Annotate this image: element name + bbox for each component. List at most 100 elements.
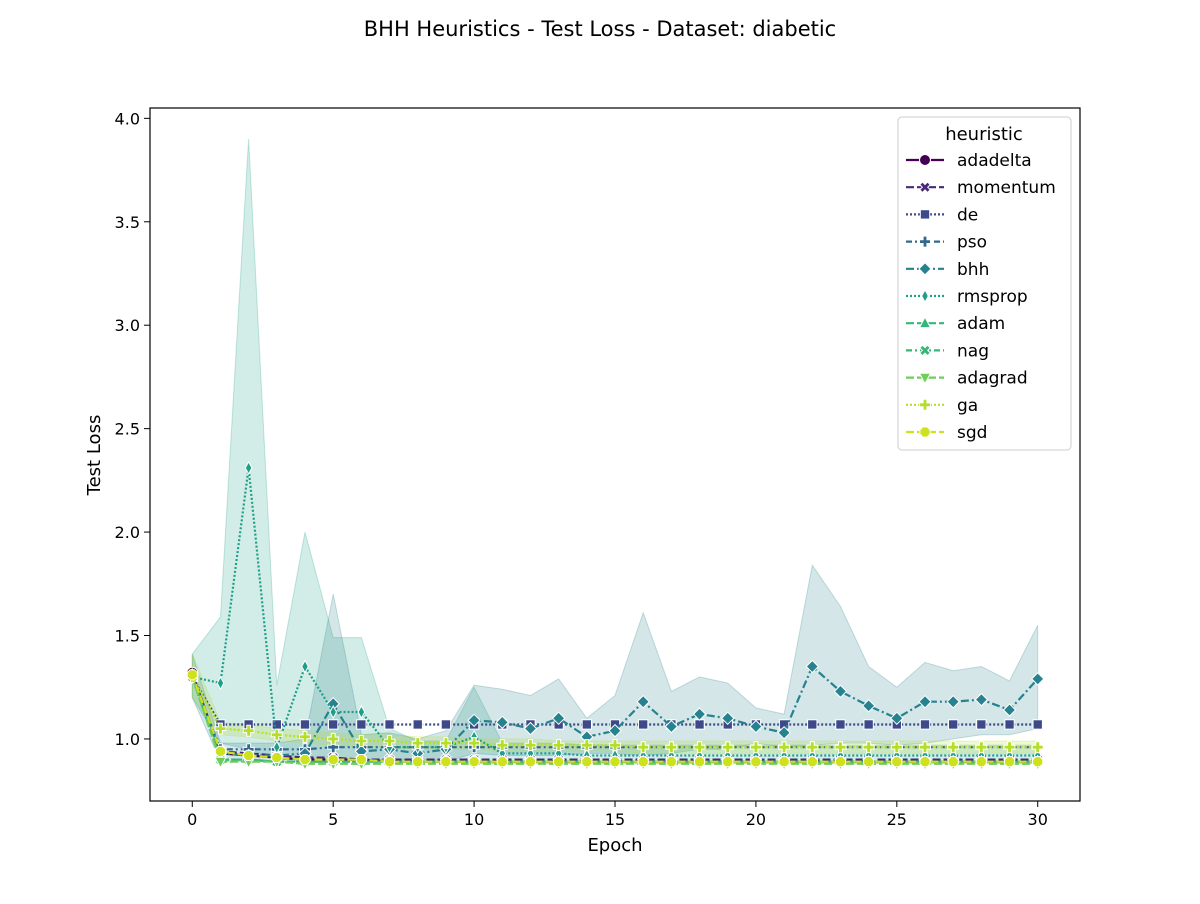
legend-label-adagrad: adagrad [957, 369, 1028, 389]
x-tick-label: 30 [1028, 810, 1048, 829]
legend-item-momentum: momentum [906, 178, 1056, 198]
data-point-de [835, 719, 846, 730]
legend-marker-momentum [919, 181, 931, 194]
data-point-ga [665, 741, 678, 754]
data-point-de [1032, 719, 1043, 730]
legend-marker-nag [919, 344, 931, 357]
data-point-sgd [524, 756, 536, 768]
data-point-sgd [694, 756, 706, 768]
legend-label-ga: ga [957, 396, 978, 416]
data-point-ga [693, 741, 706, 754]
series-sgd [186, 669, 1044, 768]
data-point-ga [468, 737, 481, 750]
data-point-ga [524, 739, 537, 752]
data-point-sgd [947, 756, 959, 768]
legend-marker-momentum-shape [919, 181, 931, 194]
y-axis-ticks: 1.0 1.5 2.0 2.5 3.0 3.5 4.0 [115, 109, 150, 749]
data-point-sgd [891, 756, 903, 768]
data-point-bhh [664, 719, 679, 734]
data-point-bhh [551, 711, 566, 726]
data-point-ga [1031, 741, 1044, 754]
data-point-sgd [496, 756, 508, 768]
legend-marker-adadelta [919, 154, 931, 166]
legend-marker-pso [919, 235, 931, 248]
series-lines [185, 460, 1045, 771]
data-point-bhh [918, 694, 932, 709]
data-point-de [694, 719, 705, 730]
legend-item-sgd: sgd [906, 423, 987, 443]
data-point-ga [721, 741, 734, 754]
data-point-sgd [271, 752, 283, 764]
data-point-ga [749, 741, 762, 754]
legend-label-rmsprop: rmsprop [957, 287, 1028, 307]
legend-items: adadelta momentum de pso bhh rmsprop adam nag ad… [906, 151, 1056, 443]
x-axis-label: Epoch [587, 835, 642, 856]
legend-item-nag: nag [906, 341, 989, 361]
data-point-bhh [777, 725, 791, 740]
data-point-ga [637, 741, 650, 754]
legend-label-bhh: bhh [957, 260, 989, 280]
data-point-sgd [355, 754, 367, 766]
data-point-de [1004, 719, 1015, 730]
legend-title: heuristic [945, 124, 1023, 145]
data-point-ga [834, 741, 847, 754]
data-point-de [807, 719, 818, 730]
data-point-sgd [440, 756, 452, 768]
data-point-sgd [722, 756, 734, 768]
data-point-de [412, 719, 423, 730]
x-tick-label: 5 [328, 810, 338, 829]
data-point-bhh [833, 684, 848, 699]
x-tick-label: 20 [746, 810, 766, 829]
data-point-ga [1003, 741, 1016, 754]
data-point-pso [327, 741, 340, 754]
legend-item-ga: ga [906, 396, 978, 416]
data-point-bhh [805, 659, 820, 674]
legend-label-sgd: sgd [957, 423, 987, 443]
data-point-de [440, 719, 452, 730]
data-point-sgd [412, 756, 424, 768]
data-point-ga [890, 741, 903, 754]
data-point-bhh [523, 721, 538, 736]
data-point-bhh [890, 711, 904, 726]
legend-marker-ga [919, 398, 931, 411]
x-axis-ticks: 0 5 10 15 20 25 30 [187, 801, 1048, 829]
data-point-sgd [1004, 756, 1016, 768]
data-point-ga [411, 737, 424, 750]
legend-item-rmsprop: rmsprop [906, 287, 1028, 307]
data-point-ga [439, 737, 452, 750]
data-point-ga [496, 739, 509, 752]
data-point-ga [862, 741, 875, 754]
data-point-sgd [553, 756, 565, 768]
data-point-ga [270, 728, 283, 741]
series-ga [186, 670, 1044, 754]
data-point-sgd [975, 756, 987, 768]
legend-marker-rmsprop [921, 288, 929, 304]
data-point-bhh [692, 707, 707, 721]
data-point-ga [552, 739, 565, 752]
x-tick-label: 15 [605, 810, 625, 829]
x-tick-label: 10 [464, 810, 484, 829]
data-point-ga [947, 741, 960, 754]
data-point-ga [806, 741, 819, 754]
data-point-ga [299, 730, 311, 743]
data-point-de [581, 719, 592, 730]
legend-marker-de [919, 209, 931, 220]
data-point-sgd [834, 756, 846, 768]
legend-marker-nag-shape [919, 344, 931, 357]
legend-item-adam: adam [906, 314, 1005, 334]
data-point-sgd [327, 754, 339, 766]
data-point-sgd [665, 756, 677, 768]
legend-label-nag: nag [957, 341, 989, 361]
data-point-bhh [495, 715, 510, 730]
data-point-ga [242, 724, 255, 737]
data-point-de [919, 719, 931, 730]
y-tick-label: 3.5 [115, 213, 140, 232]
data-point-sgd [468, 756, 480, 768]
chart-title: BHH Heuristics - Test Loss - Dataset: di… [364, 17, 836, 41]
y-tick-label: 3.0 [115, 316, 140, 335]
data-point-ga [580, 739, 593, 752]
y-tick-label: 1.5 [115, 627, 140, 646]
data-point-rmsprop [329, 704, 338, 720]
